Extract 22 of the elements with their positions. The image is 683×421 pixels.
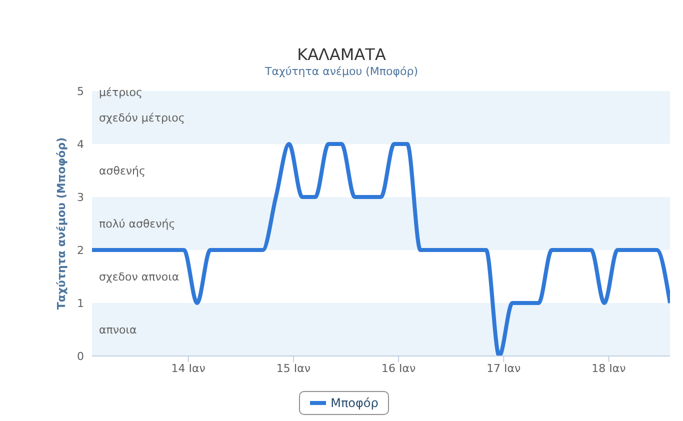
annotation: μέτριος xyxy=(99,86,142,99)
band-label: απνοια xyxy=(99,323,137,336)
x-tick-label: 17 Ιαν xyxy=(486,362,521,375)
y-axis-title: Ταχύτητα ανέμου (Μποφόρ) xyxy=(54,137,68,310)
line-series xyxy=(92,142,670,356)
annotation: σχεδον απνοια xyxy=(99,270,180,284)
band-label: σχεδόν μέτριος xyxy=(99,111,185,124)
y-tick-label: 4 xyxy=(77,138,84,151)
x-tick-label: 18 Ιαν xyxy=(592,362,626,375)
x-tick-label: 15 Ιαν xyxy=(276,362,311,375)
annotation: ασθενής xyxy=(99,164,146,178)
y-tick-label: 0 xyxy=(77,350,84,363)
x-tick-label: 16 Ιαν xyxy=(381,362,416,375)
chart-title: ΚΑΛΑΜΑΤΑ xyxy=(296,44,387,65)
y-tick-label: 5 xyxy=(77,84,84,98)
band-label: πολύ ασθενής xyxy=(99,217,176,230)
y-tick-label: 1 xyxy=(77,296,84,310)
y-tick-label: 2 xyxy=(77,244,84,257)
x-tick-label: 14 Ιαν xyxy=(171,362,206,375)
y-tick-label: 3 xyxy=(77,190,84,204)
chart-subtitle: Ταχύτητα ανέμου (Μποφόρ) xyxy=(264,65,419,79)
legend-label: Μποφόρ xyxy=(330,396,378,410)
